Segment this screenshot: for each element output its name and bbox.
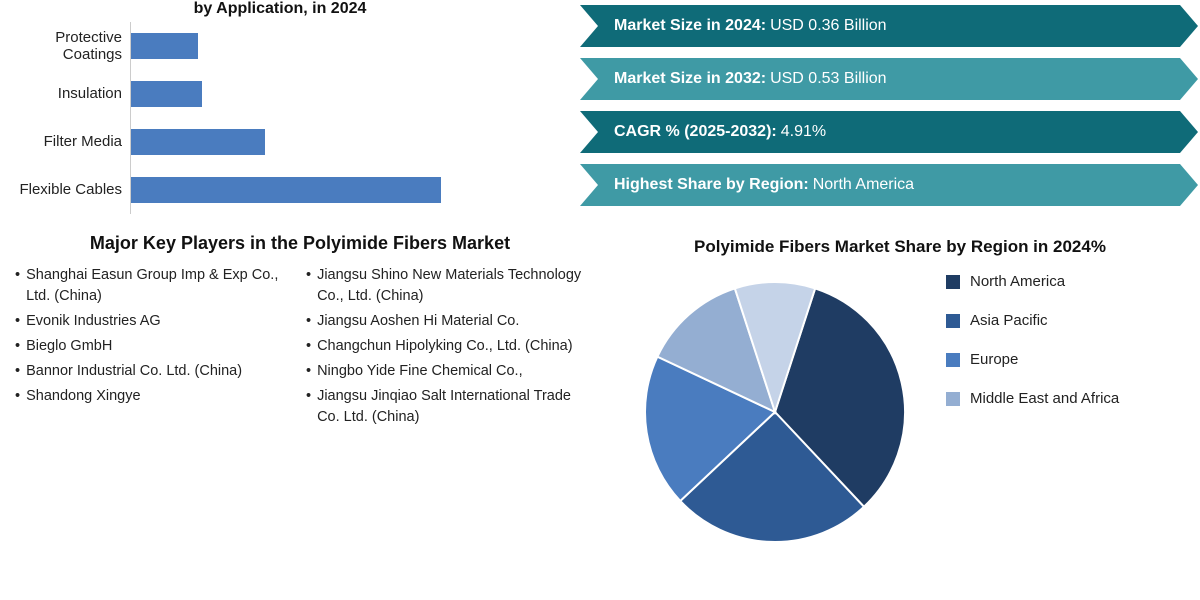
chevron-right-icon <box>1180 111 1198 153</box>
bullet-icon: • <box>306 361 311 382</box>
bar-label: Filter Media <box>10 133 130 150</box>
list-item: •Jiangsu Shino New Materials Technology … <box>306 265 585 307</box>
list-item: • Ningbo Yide Fine Chemical Co., <box>306 361 585 382</box>
bar-row: Insulation <box>10 70 550 118</box>
stat-label: Market Size in 2024: <box>614 17 766 35</box>
list-item-text: Changchun Hipolyking Co., Ltd. (China) <box>317 336 573 357</box>
chevron-left-notch <box>580 111 598 153</box>
stat-ribbon: Market Size in 2032: USD 0.53 Billion <box>580 58 1180 100</box>
list-item: • Bieglo GmbH <box>15 336 294 357</box>
stats-ribbons: Market Size in 2024: USD 0.36 BillionMar… <box>560 0 1200 214</box>
bar-chart-title: by Application, in 2024 <box>10 0 550 18</box>
chevron-right-icon <box>1180 164 1198 206</box>
bullet-icon: • <box>306 311 311 332</box>
bar-track <box>130 70 550 118</box>
list-item-text: Shandong Xingye <box>26 386 141 407</box>
legend-swatch <box>946 314 960 328</box>
bar-fill <box>131 33 198 59</box>
list-item-text: Jiangsu Shino New Materials Technology C… <box>317 265 585 307</box>
bar-track <box>130 118 550 166</box>
bullet-icon: • <box>15 386 20 407</box>
bullet-icon: • <box>306 386 311 428</box>
legend-label: Asia Pacific <box>970 312 1048 329</box>
bar-fill <box>131 177 441 203</box>
bar-track <box>130 22 550 70</box>
chevron-left-notch <box>580 164 598 206</box>
bullet-icon: • <box>306 265 311 307</box>
pie-chart: Polyimide Fibers Market Share by Region … <box>600 232 1200 557</box>
pie-legend: North America Asia Pacific Europe Middle Ea… <box>946 267 1119 407</box>
bar-row: Flexible Cables <box>10 166 550 214</box>
list-item-text: Shanghai Easun Group Imp & Exp Co., Ltd.… <box>26 265 294 307</box>
bar-track <box>130 166 550 214</box>
stat-value: USD 0.53 Billion <box>770 70 887 88</box>
key-players-col-2: •Jiangsu Shino New Materials Technology … <box>306 265 585 432</box>
bar-chart-body: Protective Coatings Insulation Filter Medi… <box>10 22 550 214</box>
list-item: • Shandong Xingye <box>15 386 294 407</box>
list-item: • Jiangsu Aoshen Hi Material Co. <box>306 311 585 332</box>
legend-swatch <box>946 353 960 367</box>
list-item-text: Evonik Industries AG <box>26 311 161 332</box>
chevron-right-icon <box>1180 5 1198 47</box>
legend-item: Asia Pacific <box>946 312 1119 329</box>
legend-label: Middle East and Africa <box>970 390 1119 407</box>
list-item: •Jiangsu Jinqiao Salt International Trad… <box>306 386 585 428</box>
bar-label: Protective Coatings <box>10 29 130 64</box>
legend-item: Middle East and Africa <box>946 390 1119 407</box>
bottom-row: Major Key Players in the Polyimide Fiber… <box>0 232 1200 557</box>
stat-ribbon: CAGR % (2025-2032): 4.91% <box>580 111 1180 153</box>
stat-value: USD 0.36 Billion <box>770 17 887 35</box>
key-players: Major Key Players in the Polyimide Fiber… <box>0 232 600 557</box>
legend-item: North America <box>946 273 1119 290</box>
list-item-text: Jiangsu Aoshen Hi Material Co. <box>317 311 519 332</box>
bullet-icon: • <box>15 265 20 307</box>
key-players-columns: •Shanghai Easun Group Imp & Exp Co., Ltd… <box>15 265 585 432</box>
bar-chart: by Application, in 2024 Protective Coati… <box>0 0 560 214</box>
bar-row: Filter Media <box>10 118 550 166</box>
stat-ribbon: Highest Share by Region: North America <box>580 164 1180 206</box>
legend-label: Europe <box>970 351 1018 368</box>
bullet-icon: • <box>15 311 20 332</box>
list-item: •Shanghai Easun Group Imp & Exp Co., Ltd… <box>15 265 294 307</box>
stat-value: North America <box>813 176 914 194</box>
bullet-icon: • <box>15 336 20 357</box>
list-item-text: Bannor Industrial Co. Ltd. (China) <box>26 361 242 382</box>
bar-fill <box>131 81 202 107</box>
bar-label: Insulation <box>10 85 130 102</box>
bullet-icon: • <box>306 336 311 357</box>
legend-swatch <box>946 275 960 289</box>
stat-value: 4.91% <box>781 123 826 141</box>
pie-svg <box>630 267 920 557</box>
key-players-col-1: •Shanghai Easun Group Imp & Exp Co., Ltd… <box>15 265 294 432</box>
legend-swatch <box>946 392 960 406</box>
legend-item: Europe <box>946 351 1119 368</box>
list-item: • Evonik Industries AG <box>15 311 294 332</box>
list-item-text: Jiangsu Jinqiao Salt International Trade… <box>317 386 585 428</box>
list-item: • Bannor Industrial Co. Ltd. (China) <box>15 361 294 382</box>
stat-label: Market Size in 2032: <box>614 70 766 88</box>
pie-chart-body: North America Asia Pacific Europe Middle Ea… <box>600 267 1200 557</box>
stat-ribbon: Market Size in 2024: USD 0.36 Billion <box>580 5 1180 47</box>
list-item: • Changchun Hipolyking Co., Ltd. (China) <box>306 336 585 357</box>
chevron-right-icon <box>1180 58 1198 100</box>
chevron-left-notch <box>580 58 598 100</box>
key-players-title: Major Key Players in the Polyimide Fiber… <box>15 232 585 255</box>
stat-label: CAGR % (2025-2032): <box>614 123 777 141</box>
top-row: by Application, in 2024 Protective Coati… <box>0 0 1200 214</box>
list-item-text: Bieglo GmbH <box>26 336 112 357</box>
bar-row: Protective Coatings <box>10 22 550 70</box>
list-item-text: Ningbo Yide Fine Chemical Co., <box>317 361 523 382</box>
stat-label: Highest Share by Region: <box>614 176 809 194</box>
legend-label: North America <box>970 273 1065 290</box>
bullet-icon: • <box>15 361 20 382</box>
chevron-left-notch <box>580 5 598 47</box>
pie-chart-title: Polyimide Fibers Market Share by Region … <box>600 236 1200 257</box>
bar-label: Flexible Cables <box>10 181 130 198</box>
bar-fill <box>131 129 265 155</box>
